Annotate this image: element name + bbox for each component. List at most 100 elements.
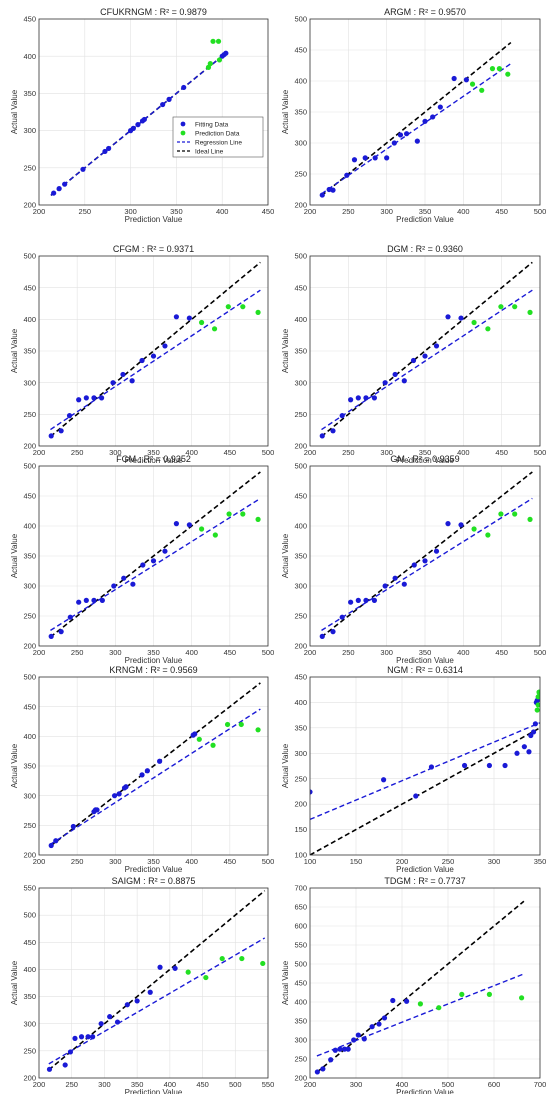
fitting-data-point [514, 750, 520, 756]
y-tick-label: 450 [294, 673, 307, 682]
fitting-data-point [502, 762, 508, 769]
fitting-data-point [422, 558, 428, 564]
fitting-data-point [319, 633, 325, 640]
fitting-data-point [451, 75, 457, 82]
y-tick-label: 650 [294, 903, 307, 912]
prediction-data-point [498, 304, 504, 310]
chart-panel-7: 200 250 300 350 400 450 500 200 250 300 350 400 450 5… [10, 665, 274, 874]
plot-frame [38, 255, 269, 447]
legend-label: Prediction Data [195, 130, 240, 137]
y-axis-label: Actual Value [10, 960, 19, 1005]
plot-frame [309, 465, 541, 647]
prediction-data-point [535, 694, 540, 700]
y-tick-label: 200 [23, 201, 36, 210]
fitting-data-point [376, 1021, 382, 1027]
legend-label: Ideal Line [195, 148, 224, 155]
chart-panel-4: 200 250 300 350 400 450 500 200 250 300 350 400 450 5… [281, 244, 546, 465]
x-axis-label: Prediction Value [396, 456, 454, 465]
plot-frame [309, 887, 541, 1079]
y-tick-label: 300 [23, 582, 36, 591]
y-tick-label: 400 [294, 522, 307, 531]
x-tick-label: 350 [147, 648, 160, 657]
fitting-data-point [422, 353, 428, 359]
plot-background [310, 677, 540, 855]
y-tick-label: 350 [294, 347, 307, 356]
ideal-line [321, 471, 533, 638]
y-tick-label: 350 [23, 89, 36, 98]
prediction-data-point [471, 526, 477, 532]
fitting-data-point [361, 1036, 367, 1042]
fitting-data-point [530, 729, 537, 735]
x-tick-label: 350 [419, 448, 432, 457]
fitting-data-point [111, 583, 117, 589]
plot-frame [38, 887, 269, 1079]
x-tick-label: 350 [147, 448, 160, 457]
fitting-data-point [330, 187, 336, 193]
fitting-data-point [337, 1046, 343, 1052]
fitting-data-point [83, 395, 89, 401]
prediction-data-point [469, 81, 476, 87]
y-tick-label: 350 [23, 762, 36, 771]
fitting-data-point [120, 371, 126, 378]
y-tick-label: 300 [294, 378, 307, 387]
x-tick-label: 400 [185, 648, 198, 657]
fitting-data-point [371, 395, 377, 401]
x-tick-label: 300 [109, 857, 122, 866]
fitting-data-point [372, 155, 378, 161]
x-tick-label: 500 [262, 448, 275, 457]
y-tick-label: 300 [23, 791, 36, 800]
legend-label: Fitting Data [195, 121, 229, 128]
prediction-data-point [207, 61, 213, 67]
fitting-data-point [98, 1021, 104, 1027]
y-tick-label: 300 [23, 378, 36, 387]
plot-marks [319, 41, 512, 198]
fitting-data-point [351, 1037, 357, 1043]
fitting-data-point [486, 762, 492, 769]
y-tick-label: 250 [23, 1046, 36, 1055]
fitting-data-point [162, 343, 168, 349]
y-tick-label: 200 [294, 442, 307, 451]
x-tick-label: 400 [457, 448, 470, 457]
fitting-data-point [526, 749, 532, 755]
prediction-data-point [512, 304, 518, 310]
x-axis-label: Prediction Value [125, 1088, 183, 1094]
regression-line [316, 973, 525, 1057]
y-tick-label: 100 [294, 851, 307, 860]
x-tick-label: 250 [342, 207, 355, 216]
prediction-data-point [215, 38, 222, 44]
y-axis-label: Actual Value [10, 743, 19, 788]
legend-marker-prediction [180, 130, 186, 136]
fitting-data-point [362, 155, 368, 161]
fitting-data-point [223, 50, 229, 56]
y-tick-label: 500 [23, 911, 36, 920]
y-axis-label: Actual Value [281, 328, 290, 373]
fitting-data-point [124, 1002, 130, 1008]
fitting-data-point [80, 166, 86, 172]
y-tick-label: 700 [294, 884, 307, 893]
prediction-data-point [210, 38, 216, 44]
plot-marks [314, 900, 525, 1075]
fitting-data-point [130, 125, 136, 131]
ideal-line [320, 41, 512, 197]
chart-panel-6: 200 250 300 350 400 450 500 200 250 300 350 400 450 5… [281, 454, 546, 665]
x-tick-label: 350 [131, 1080, 144, 1089]
fitting-data-point [328, 1057, 334, 1063]
chart-panel-5: 200 250 300 350 400 450 500 200 250 300 350 400 450 5… [10, 454, 274, 665]
prediction-data-point [536, 689, 540, 695]
x-tick-label: 200 [304, 648, 317, 657]
fitting-data-point [341, 1046, 348, 1052]
prediction-data-point [527, 309, 533, 315]
fitting-data-point [58, 428, 64, 434]
prediction-data-point [489, 66, 496, 72]
ideal-line [49, 471, 261, 638]
x-axis-label: Prediction Value [396, 865, 454, 874]
y-tick-label: 300 [294, 749, 307, 758]
chart-title: SAIGM : R² = 0.8875 [112, 876, 196, 886]
x-tick-label: 450 [495, 207, 508, 216]
chart-panel-8: 100 150 200 250 300 350 100 150 200 250 300 350 400 4… [281, 665, 546, 874]
prediction-data-point [255, 516, 261, 523]
fitting-data-point [430, 114, 436, 120]
plot-frame [309, 18, 541, 206]
ideal-line [49, 682, 261, 847]
y-tick-label: 400 [23, 965, 36, 974]
